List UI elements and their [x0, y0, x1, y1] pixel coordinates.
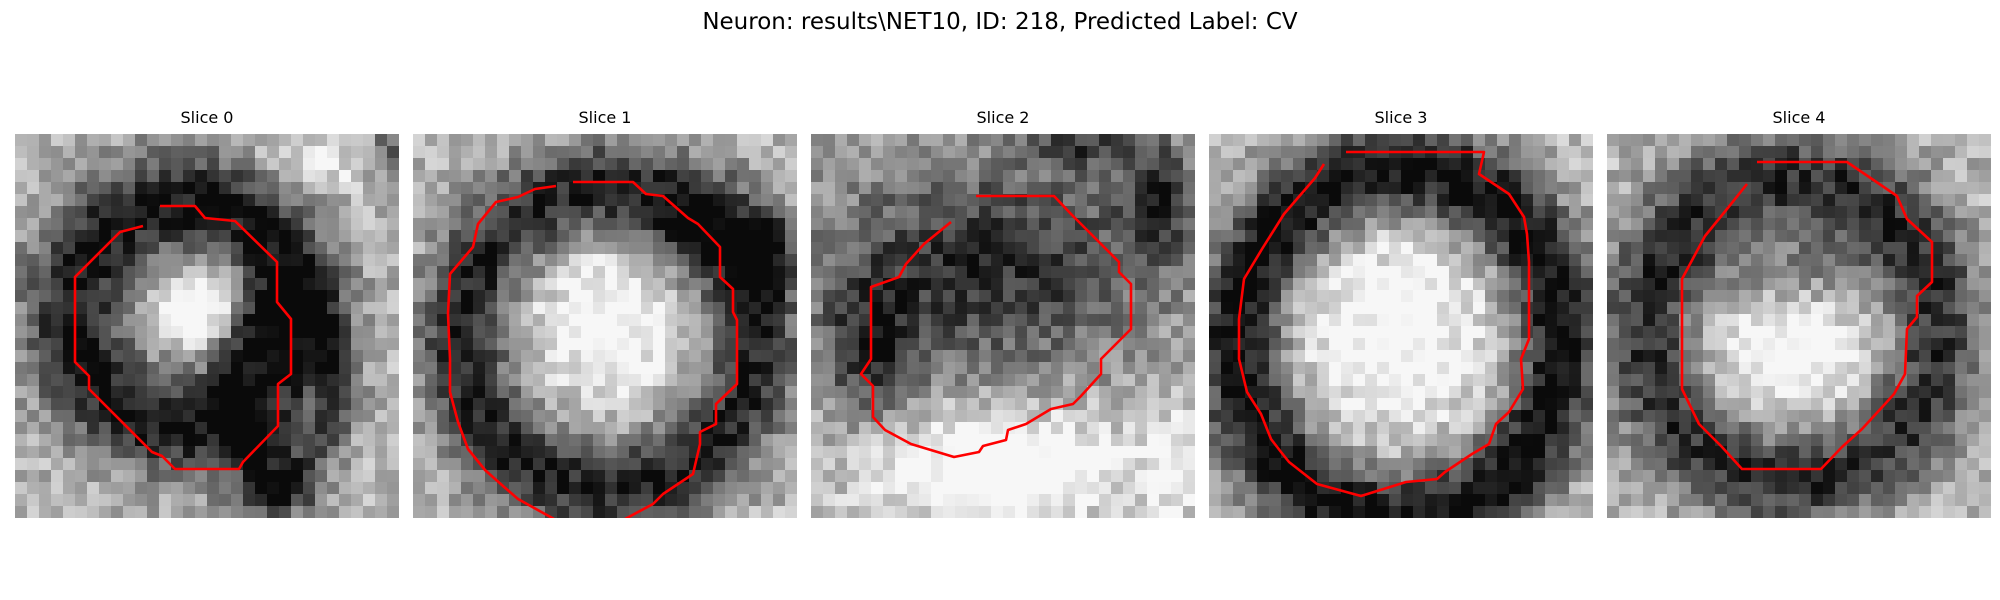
- slice-image: [15, 134, 399, 518]
- slice-title: Slice 2: [976, 108, 1030, 127]
- micrograph-pixels: [15, 134, 399, 518]
- figure-title: Neuron: results\NET10, ID: 218, Predicte…: [702, 9, 1298, 35]
- slice-panel-2: Slice 2: [811, 108, 1195, 522]
- slice-title: Slice 0: [180, 108, 234, 127]
- micrograph-pixels: [811, 134, 1195, 518]
- slice-image: [1607, 134, 1991, 518]
- slice-image: [811, 134, 1195, 518]
- micrograph-pixels: [1209, 134, 1593, 518]
- slice-title: Slice 4: [1772, 108, 1826, 127]
- segmentation-contour: [446, 180, 739, 518]
- segmentation-contour: [1237, 150, 1531, 498]
- slice-title: Slice 1: [578, 108, 632, 127]
- segmentation-contour: [859, 194, 1133, 459]
- slice-image: [1209, 134, 1593, 518]
- slice-panel-0: Slice 0: [15, 108, 399, 522]
- micrograph-pixels: [1607, 134, 1991, 518]
- segmentation-contour: [1680, 160, 1934, 471]
- slice-panel-4: Slice 4: [1607, 108, 1991, 522]
- micrograph-pixels: [413, 134, 797, 518]
- slice-panel-3: Slice 3: [1209, 108, 1593, 522]
- slice-title: Slice 3: [1374, 108, 1428, 127]
- slice-image: [413, 134, 797, 518]
- segmentation-contour: [73, 204, 293, 471]
- slice-panel-1: Slice 1: [413, 108, 797, 522]
